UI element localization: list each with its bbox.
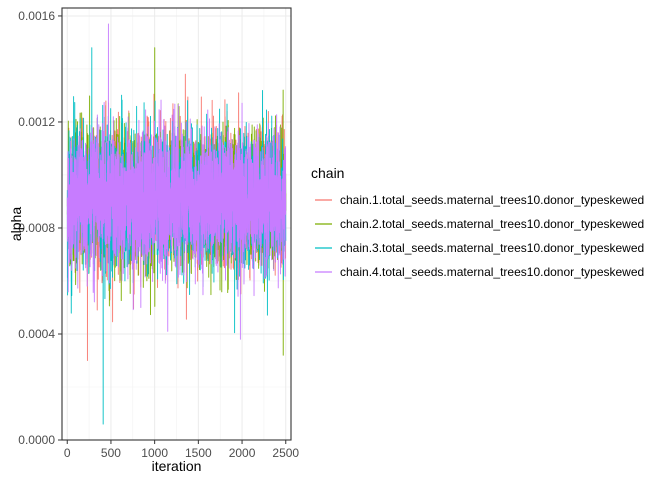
- x-tick-label: 1000: [141, 446, 168, 460]
- trace-lines: [66, 23, 287, 425]
- x-tick-label: 2500: [272, 446, 299, 460]
- y-tick-label: 0.0004: [18, 327, 55, 341]
- x-tick-label: 2000: [229, 446, 256, 460]
- x-tick-label: 500: [101, 446, 121, 460]
- x-axis-title: iteration: [152, 458, 202, 474]
- y-tick-label: 0.0000: [18, 433, 55, 447]
- legend-label-chain-3: chain.3.total_seeds.maternal_trees10.don…: [340, 241, 644, 255]
- y-axis-title: alpha: [8, 207, 24, 241]
- legend: chain chain.1.total_seeds.maternal_trees…: [311, 165, 644, 279]
- panel-border: [61, 7, 292, 441]
- trace-line-chain-4: [66, 23, 287, 340]
- x-axis: 0 500 1000 1500 2000 2500: [64, 440, 299, 460]
- legend-label-chain-4: chain.4.total_seeds.maternal_trees10.don…: [340, 265, 644, 279]
- legend-label-chain-1: chain.1.total_seeds.maternal_trees10.don…: [340, 193, 644, 207]
- x-tick-label: 0: [64, 446, 71, 460]
- y-axis: 0.0000 0.0004 0.0008 0.0012 0.0016: [18, 9, 62, 447]
- x-tick-label: 1500: [185, 446, 212, 460]
- y-tick-label: 0.0012: [18, 115, 55, 129]
- legend-title: chain: [311, 165, 344, 181]
- legend-label-chain-2: chain.2.total_seeds.maternal_trees10.don…: [340, 217, 644, 231]
- y-tick-label: 0.0016: [18, 9, 55, 23]
- y-tick-label: 0.0008: [18, 221, 55, 235]
